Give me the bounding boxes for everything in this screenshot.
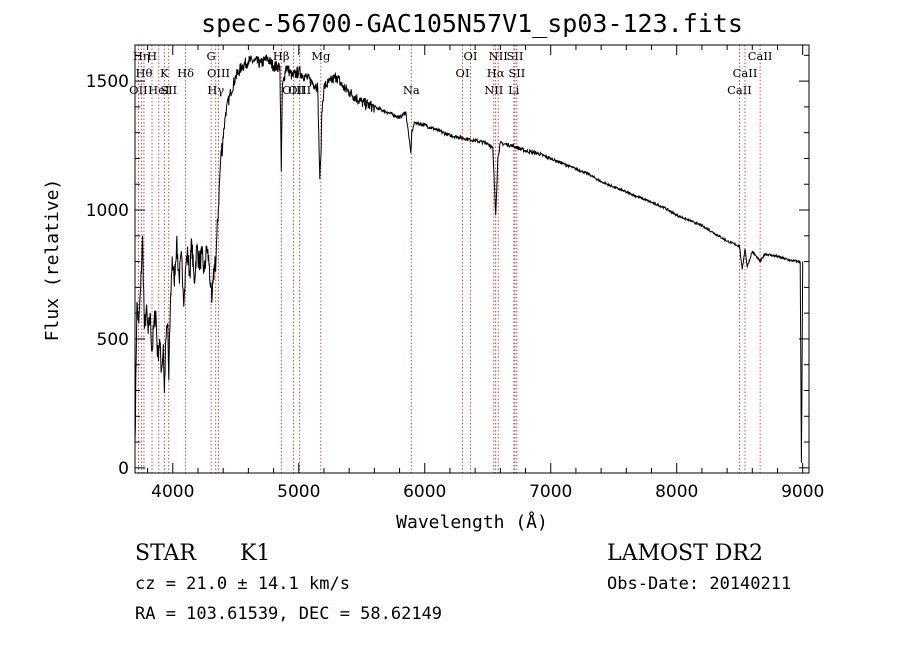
line-marker-label-7: Hδ	[177, 66, 194, 80]
line-marker-label-19: Hα	[487, 66, 505, 80]
subclass: K1	[240, 541, 270, 566]
x-axis-label: Wavelength (Å)	[396, 511, 548, 533]
spectrum-line	[134, 54, 804, 463]
line-marker-label-1: Hη	[133, 49, 150, 63]
line-marker-label-25: CaII	[733, 66, 758, 80]
line-marker-label-17: OI	[463, 49, 477, 63]
redshift-readout: cz = 21.0 ± 14.1 km/s	[135, 574, 350, 594]
x-tick-label-0: 4000	[151, 482, 194, 502]
line-marker-label-4: HeI	[148, 83, 169, 97]
line-marker-label-22: SII	[506, 49, 523, 63]
line-marker-label-12: OIII	[282, 83, 305, 97]
plot-frame	[134, 44, 810, 474]
y-tick-label-0: 0	[118, 459, 129, 479]
obs-date: Obs-Date: 20140211	[607, 574, 791, 594]
y-tick-label-3: 1500	[86, 72, 129, 92]
x-tick-label-5: 9000	[781, 482, 824, 502]
line-marker-label-11: Hβ	[273, 49, 290, 63]
line-marker-label-2: Hθ	[135, 66, 152, 80]
x-tick-label-3: 7000	[529, 482, 572, 502]
line-marker-label-0: OII	[129, 83, 148, 97]
line-marker-label-14: Mg	[311, 49, 331, 63]
line-marker-label-3: H	[147, 49, 157, 63]
line-marker-label-18: NII	[484, 83, 503, 97]
survey-name: LAMOST DR2	[607, 541, 763, 566]
x-tick-label-2: 6000	[403, 482, 446, 502]
line-marker-label-10: Hγ	[207, 83, 224, 97]
y-tick-label-2: 1000	[86, 201, 129, 221]
line-marker-label-26: CaII	[748, 49, 773, 63]
y-axis-label: Flux (relative)	[42, 179, 63, 342]
x-tick-label-4: 8000	[655, 482, 698, 502]
object-class: STAR	[135, 541, 197, 566]
line-marker-label-6: SII	[160, 83, 177, 97]
line-marker-label-16: OI	[456, 66, 470, 80]
line-marker-label-20: NII	[489, 49, 508, 63]
line-marker-label-15: Na	[403, 83, 420, 97]
x-axis-ticks: 4000 5000 6000 7000 8000 9000	[147, 45, 824, 502]
line-marker-label-24: CaII	[727, 83, 752, 97]
y-axis-ticks: 0 500 1000 1500	[86, 54, 809, 479]
coordinates: RA = 103.61539, DEC = 58.62149	[135, 604, 442, 624]
line-marker-label-23: SII	[508, 66, 525, 80]
chart-title: spec-56700-GAC105N57V1_sp03-123.fits	[201, 9, 743, 38]
line-marker-label-21: Li	[508, 83, 520, 97]
line-marker-label-9: OIII	[207, 66, 230, 80]
x-tick-label-1: 5000	[277, 482, 320, 502]
y-tick-label-1: 500	[97, 330, 129, 350]
line-markers: OIIHηHθHHeIKSIIHδGOIIIHγHβOIIIOIIIMgNaOI…	[129, 45, 772, 473]
line-marker-label-5: K	[160, 66, 169, 80]
line-marker-label-13: OIII	[288, 83, 311, 97]
line-marker-label-8: G	[206, 49, 215, 63]
